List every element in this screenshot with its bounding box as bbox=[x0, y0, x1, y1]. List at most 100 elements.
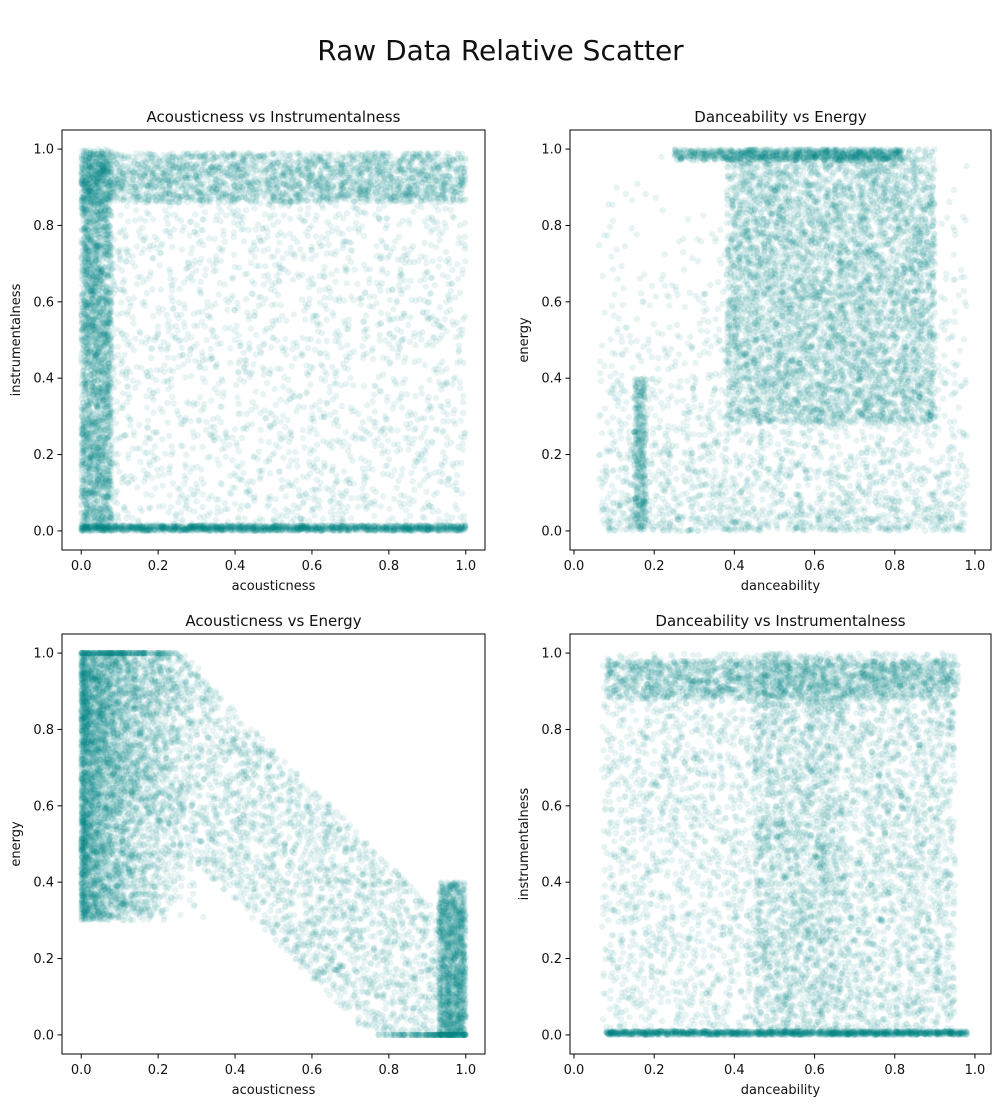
scatter-point bbox=[107, 350, 114, 357]
scatter-point bbox=[458, 524, 466, 531]
scatter-point bbox=[147, 185, 154, 192]
scatter-point bbox=[96, 308, 104, 315]
scatter-point bbox=[169, 393, 176, 400]
scatter-point bbox=[203, 336, 210, 344]
scatter-point bbox=[84, 206, 91, 213]
scatter-point bbox=[84, 166, 91, 173]
scatter-point bbox=[251, 186, 258, 193]
scatter-point bbox=[197, 278, 204, 285]
scatter-point bbox=[162, 160, 169, 167]
scatter-point bbox=[285, 478, 292, 486]
scatter-point bbox=[187, 523, 194, 530]
scatter-point bbox=[418, 390, 425, 397]
scatter-point bbox=[134, 484, 141, 491]
scatter-point bbox=[81, 373, 89, 380]
scatter-point bbox=[240, 349, 247, 356]
scatter-point bbox=[424, 472, 431, 480]
scatter-point bbox=[369, 398, 376, 405]
scatter-point bbox=[182, 463, 189, 471]
scatter-point bbox=[106, 234, 114, 242]
scatter-point bbox=[419, 524, 427, 531]
scatter-point bbox=[121, 351, 128, 358]
scatter-point bbox=[183, 451, 190, 459]
scatter-point bbox=[280, 412, 287, 419]
scatter-point bbox=[168, 287, 176, 294]
scatter-point bbox=[144, 471, 152, 478]
scatter-point bbox=[83, 414, 91, 421]
scatter-point bbox=[339, 493, 347, 501]
scatter-point bbox=[184, 399, 191, 406]
scatter-point bbox=[130, 320, 137, 327]
scatter-point bbox=[120, 174, 127, 181]
scatter-point bbox=[305, 180, 312, 187]
scatter-point bbox=[359, 485, 366, 492]
scatter-point bbox=[368, 524, 375, 531]
scatter-point bbox=[439, 427, 447, 434]
scatter-point bbox=[426, 471, 433, 478]
scatter-point bbox=[457, 417, 464, 424]
scatter-point bbox=[304, 211, 311, 218]
scatter-point bbox=[123, 258, 130, 265]
scatter-point bbox=[443, 524, 450, 531]
scatter-point bbox=[349, 204, 357, 211]
scatter-point bbox=[108, 356, 116, 363]
scatter-point bbox=[297, 246, 304, 253]
scatter-point bbox=[332, 278, 339, 286]
scatter-point bbox=[247, 246, 254, 253]
scatter-points bbox=[78, 146, 469, 535]
scatter-point bbox=[380, 354, 387, 361]
scatter-point bbox=[124, 182, 131, 189]
scatter-point bbox=[96, 523, 104, 530]
scatter-point bbox=[436, 237, 443, 244]
scatter-point bbox=[326, 389, 333, 396]
scatter-point bbox=[157, 250, 164, 257]
scatter-point bbox=[440, 524, 447, 532]
scatter-point bbox=[257, 437, 265, 444]
scatter-point bbox=[415, 450, 422, 457]
scatter-point bbox=[421, 465, 429, 473]
scatter-point bbox=[375, 206, 383, 213]
scatter-point bbox=[164, 354, 171, 361]
scatter-point bbox=[316, 287, 323, 294]
scatter-point bbox=[340, 364, 348, 371]
scatter-point bbox=[78, 320, 85, 327]
scatter-point bbox=[435, 154, 442, 161]
scatter-point bbox=[257, 426, 264, 433]
scatter-point bbox=[201, 272, 209, 279]
scatter-point bbox=[410, 208, 417, 216]
scatter-point bbox=[133, 281, 140, 288]
scatter-point bbox=[156, 405, 164, 412]
scatter-point bbox=[89, 331, 97, 338]
scatter-point bbox=[325, 241, 332, 249]
scatter-point bbox=[103, 367, 111, 375]
scatter-point bbox=[407, 314, 414, 321]
scatter-point bbox=[401, 277, 408, 284]
scatter-point bbox=[263, 325, 270, 332]
scatter-point bbox=[137, 458, 144, 466]
scatter-point bbox=[175, 499, 182, 506]
scatter-point bbox=[398, 404, 406, 411]
scatter-point bbox=[378, 524, 385, 532]
scatter-point bbox=[294, 512, 301, 519]
scatter-point bbox=[165, 508, 172, 516]
scatter-point bbox=[343, 342, 351, 349]
scatter-point bbox=[389, 405, 396, 412]
scatter-point bbox=[150, 255, 157, 262]
scatter-point bbox=[100, 297, 107, 305]
scatter-point bbox=[142, 340, 149, 347]
scatter-point bbox=[166, 367, 173, 374]
scatter-point bbox=[207, 345, 214, 353]
scatter-point bbox=[444, 526, 451, 534]
scatter-point bbox=[384, 462, 391, 469]
scatter-point bbox=[459, 399, 467, 406]
scatter-point bbox=[319, 515, 327, 522]
scatter-point bbox=[427, 315, 434, 322]
scatter-point bbox=[199, 522, 206, 529]
scatter-point bbox=[178, 491, 186, 499]
scatter-point bbox=[375, 178, 382, 185]
scatter-point bbox=[441, 458, 448, 465]
scatter-point bbox=[113, 398, 121, 405]
scatter-point bbox=[240, 238, 248, 245]
scatter-point bbox=[240, 469, 247, 477]
scatter-point bbox=[154, 323, 162, 330]
